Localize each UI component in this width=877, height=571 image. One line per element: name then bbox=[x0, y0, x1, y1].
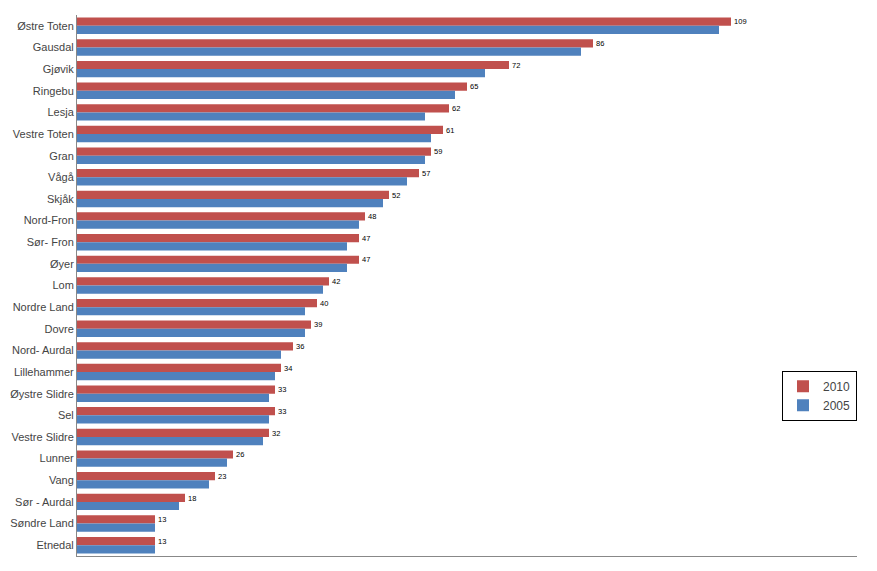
svg-text:26: 26 bbox=[236, 450, 244, 459]
svg-text:Øyer: Øyer bbox=[50, 258, 74, 270]
svg-text:Skjåk: Skjåk bbox=[47, 193, 74, 205]
svg-text:Vestre Toten: Vestre Toten bbox=[13, 128, 74, 140]
svg-text:Vestre Slidre: Vestre Slidre bbox=[11, 431, 73, 443]
svg-text:109: 109 bbox=[734, 17, 747, 26]
svg-text:65: 65 bbox=[470, 82, 478, 91]
svg-text:Gran: Gran bbox=[49, 150, 73, 162]
svg-text:Vågå: Vågå bbox=[48, 171, 75, 183]
svg-text:47: 47 bbox=[362, 234, 370, 243]
svg-text:Sel: Sel bbox=[58, 409, 74, 421]
svg-text:33: 33 bbox=[278, 385, 286, 394]
svg-text:62: 62 bbox=[452, 104, 460, 113]
svg-text:Nord- Aurdal: Nord- Aurdal bbox=[12, 344, 74, 356]
svg-text:Lesja: Lesja bbox=[48, 106, 75, 118]
svg-text:32: 32 bbox=[272, 429, 280, 438]
svg-text:Lillehammer: Lillehammer bbox=[14, 366, 74, 378]
svg-text:2005: 2005 bbox=[823, 399, 850, 413]
svg-text:Nordre Land: Nordre Land bbox=[13, 301, 74, 313]
svg-text:23: 23 bbox=[218, 472, 226, 481]
svg-text:Lom: Lom bbox=[52, 279, 73, 291]
svg-text:18: 18 bbox=[188, 494, 196, 503]
svg-text:40: 40 bbox=[320, 299, 328, 308]
svg-text:Ringebu: Ringebu bbox=[33, 85, 74, 97]
svg-text:47: 47 bbox=[362, 255, 370, 264]
svg-text:33: 33 bbox=[278, 407, 286, 416]
svg-text:Lunner: Lunner bbox=[40, 452, 75, 464]
svg-text:Nord-Fron: Nord-Fron bbox=[24, 214, 74, 226]
svg-text:52: 52 bbox=[392, 191, 400, 200]
svg-text:Østre Toten: Østre Toten bbox=[17, 20, 74, 32]
svg-text:Sør- Fron: Sør- Fron bbox=[27, 236, 74, 248]
svg-text:72: 72 bbox=[512, 61, 520, 70]
svg-text:Etnedal: Etnedal bbox=[36, 539, 73, 551]
svg-text:34: 34 bbox=[284, 364, 292, 373]
svg-text:Vang: Vang bbox=[49, 474, 74, 486]
svg-text:Søndre Land: Søndre Land bbox=[10, 517, 74, 529]
svg-text:36: 36 bbox=[296, 342, 304, 351]
svg-text:48: 48 bbox=[368, 212, 376, 221]
svg-text:Sør - Aurdal: Sør - Aurdal bbox=[15, 496, 74, 508]
svg-text:Øystre Slidre: Øystre Slidre bbox=[10, 388, 74, 400]
svg-text:57: 57 bbox=[422, 169, 430, 178]
svg-text:13: 13 bbox=[158, 537, 166, 546]
svg-text:59: 59 bbox=[434, 147, 442, 156]
svg-text:Dovre: Dovre bbox=[44, 323, 73, 335]
svg-text:Gjøvik: Gjøvik bbox=[43, 63, 75, 75]
svg-text:39: 39 bbox=[314, 320, 322, 329]
svg-text:2010: 2010 bbox=[823, 380, 850, 394]
svg-text:86: 86 bbox=[596, 39, 604, 48]
svg-text:13: 13 bbox=[158, 515, 166, 524]
svg-text:42: 42 bbox=[332, 277, 340, 286]
svg-text:Gausdal: Gausdal bbox=[33, 41, 74, 53]
svg-text:61: 61 bbox=[446, 126, 454, 135]
